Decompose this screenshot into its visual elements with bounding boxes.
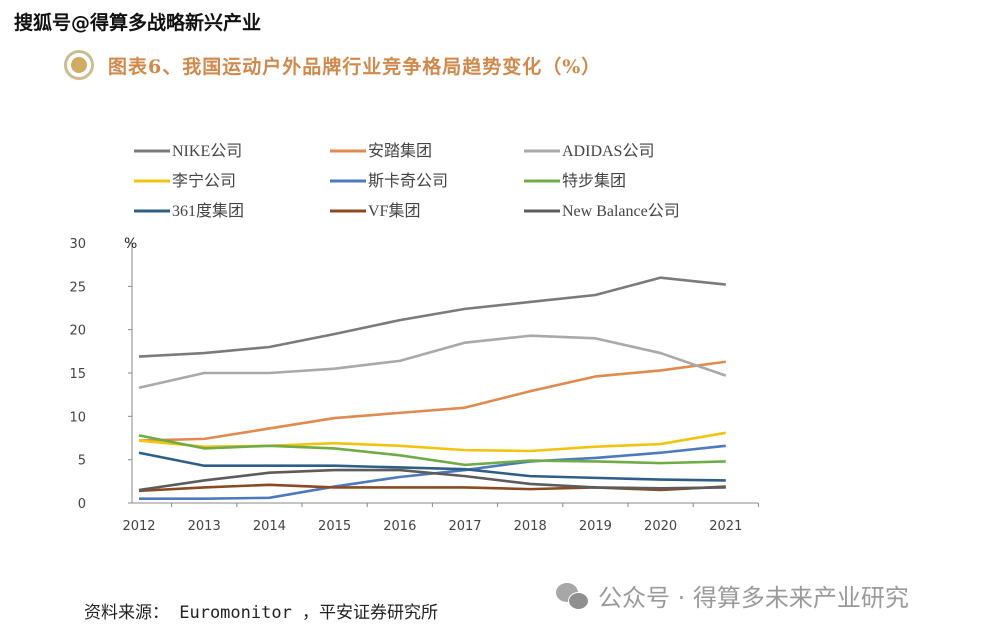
x-tick-label: 2017 [448, 519, 481, 534]
legend-item: VF集团 [330, 202, 420, 220]
x-tick-label: 2020 [644, 519, 677, 534]
series-line-2 [138, 334, 727, 390]
legend-label: 斯卡奇公司 [368, 172, 448, 190]
series-line-0 [138, 276, 726, 358]
wechat-icon [556, 581, 590, 611]
legend-item: 特步集团 [524, 172, 626, 190]
chart-lines [138, 276, 727, 500]
source-note: 资料来源： Euromonitor ，平安证券研究所 [84, 603, 439, 623]
legend-item: NIKE公司 [134, 143, 242, 160]
x-tick-label: 2015 [318, 519, 351, 534]
legend-item: New Balance公司 [524, 203, 680, 220]
y-tick-label: 15 [69, 367, 86, 382]
series-line-1 [138, 360, 726, 442]
series-line-8 [138, 468, 726, 492]
legend-label: NIKE公司 [172, 143, 242, 160]
legend-label: 361度集团 [172, 202, 244, 220]
circle-bullet-icon [64, 50, 94, 80]
watermark-bottom: 公众号 · 得算多未来产业研究 [556, 578, 909, 613]
y-tick-label: 0 [78, 497, 86, 512]
y-tick-label: 10 [69, 410, 86, 425]
legend-item: 李宁公司 [134, 172, 236, 190]
y-tick-label: 25 [69, 280, 86, 295]
series-line-6 [138, 451, 726, 482]
y-tick-label: 20 [69, 324, 86, 339]
x-tick-label: 2018 [514, 519, 547, 534]
y-tick-label: 5 [78, 454, 86, 469]
legend-item: 斯卡奇公司 [330, 172, 448, 190]
legend-label: VF集团 [368, 202, 420, 220]
legend-label: 李宁公司 [172, 172, 236, 190]
x-tick-label: 2019 [579, 519, 612, 534]
legend-item: 361度集团 [134, 202, 244, 220]
figure-title: 图表6、我国运动户外品牌行业竞争格局趋势变化（%） [108, 55, 602, 78]
legend-label: 特步集团 [562, 172, 626, 190]
watermark-bottom-text: 公众号 · 得算多未来产业研究 [598, 584, 909, 612]
watermark-top: 搜狐号@得算多战略新兴产业 [14, 12, 262, 34]
x-tick-label: 2014 [253, 519, 286, 534]
x-tick-label: 2016 [383, 519, 416, 534]
legend-item: ADIDAS公司 [524, 143, 654, 160]
x-tick-label: 2021 [709, 519, 742, 534]
legend-label: New Balance公司 [562, 203, 680, 220]
x-tick-label: 2012 [122, 519, 155, 534]
series-line-5 [138, 434, 726, 467]
figure-title-row: 图表6、我国运动户外品牌行业竞争格局趋势变化（%） [64, 50, 601, 80]
y-axis-unit-label: % [124, 236, 137, 252]
chart-axes: 0 5 10 15 20 25 30 % 2012 2013 2014 2015 2016 2017 201… [69, 236, 759, 534]
x-tick-label: 2013 [188, 519, 221, 534]
y-tick-label: 30 [69, 237, 86, 252]
legend-item: 安踏集团 [330, 142, 432, 160]
legend-label: 安踏集团 [368, 142, 432, 160]
legend-label: ADIDAS公司 [562, 143, 654, 160]
